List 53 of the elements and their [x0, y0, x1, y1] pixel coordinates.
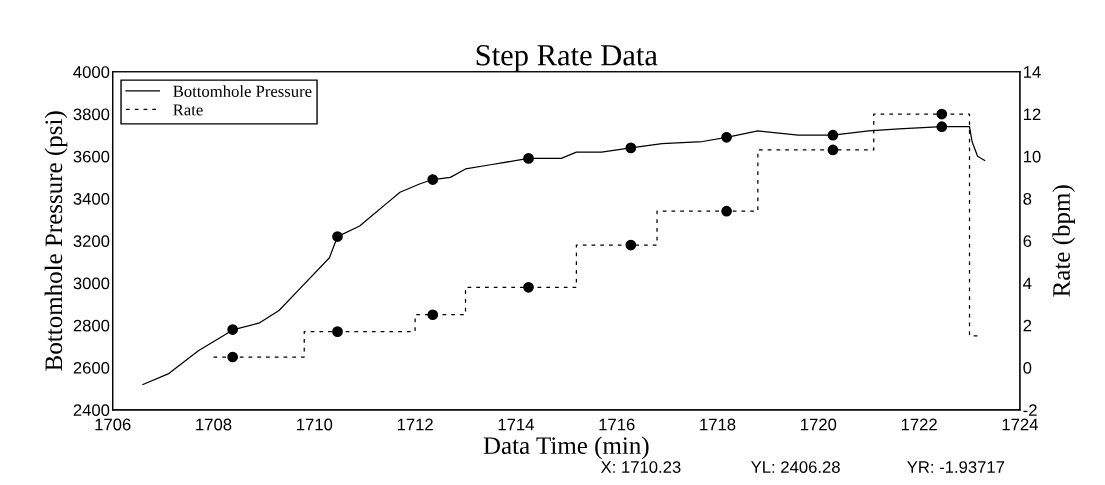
y-tick-label: 3600: [73, 150, 110, 163]
text: X: 1710.23: [600, 461, 681, 473]
y2-axis-title: Rate (bpm): [1052, 185, 1076, 297]
text: YR: -1.93717: [907, 461, 1005, 473]
x-axis-title: Data Time (min): [483, 436, 649, 460]
point: [523, 281, 534, 293]
y-tick-label: 3800: [73, 108, 110, 121]
x-tick-label: 1724: [1002, 418, 1038, 431]
y-axis-title: Bottomhole Pressure (psi): [44, 111, 68, 371]
x-tick-label: 1708: [196, 418, 232, 431]
chart-title: Step Rate Data: [476, 45, 658, 72]
point: [625, 142, 637, 154]
y2-tick-label: 10: [1023, 150, 1041, 163]
point: [827, 129, 839, 141]
y2-tick-label: 12: [1023, 108, 1041, 121]
legend-label: Bottomhole Pressure: [173, 85, 312, 97]
point: [523, 153, 534, 164]
point: [227, 324, 239, 335]
x-tick-label: 1712: [397, 418, 433, 431]
x-tick-label: 1714: [498, 418, 534, 431]
point: [427, 309, 439, 321]
y2-tick-label: 6: [1023, 235, 1032, 248]
y-tick-label: 2600: [73, 361, 110, 374]
point: [625, 239, 637, 251]
y-tick-label: 3400: [73, 192, 110, 205]
y-tick-label: 4000: [73, 66, 110, 78]
y-tick-label: 2800: [73, 319, 110, 332]
y2-tick-label: 8: [1023, 192, 1032, 205]
point: [332, 231, 343, 242]
x-tick-label: 1710: [297, 418, 333, 431]
x-tick-label: 1722: [901, 418, 937, 431]
y-tick-label: 3000: [73, 277, 110, 290]
point: [427, 174, 439, 185]
text: YL: 2406.28: [751, 461, 840, 473]
x-tick-label: 1718: [700, 418, 736, 431]
x-tick-label: 1720: [801, 418, 837, 431]
y2-tick-label: 2: [1023, 319, 1032, 332]
point: [827, 144, 839, 156]
y2-tick-label: -2: [1023, 404, 1037, 416]
x-tick-label: 1706: [95, 418, 131, 431]
y2-tick-label: 4: [1023, 277, 1032, 290]
point: [936, 121, 948, 133]
point: [721, 131, 732, 143]
y2-tick-label: 0: [1023, 361, 1032, 374]
x-tick-label: 1716: [599, 418, 635, 431]
point: [936, 108, 948, 120]
point: [332, 326, 343, 338]
y2-tick-label: 14: [1023, 66, 1041, 78]
point: [721, 205, 732, 217]
y-tick-label: 3200: [73, 235, 110, 248]
point: [227, 351, 239, 363]
legend-label: Rate: [173, 104, 203, 116]
y-tick-label: 2400: [73, 404, 110, 417]
